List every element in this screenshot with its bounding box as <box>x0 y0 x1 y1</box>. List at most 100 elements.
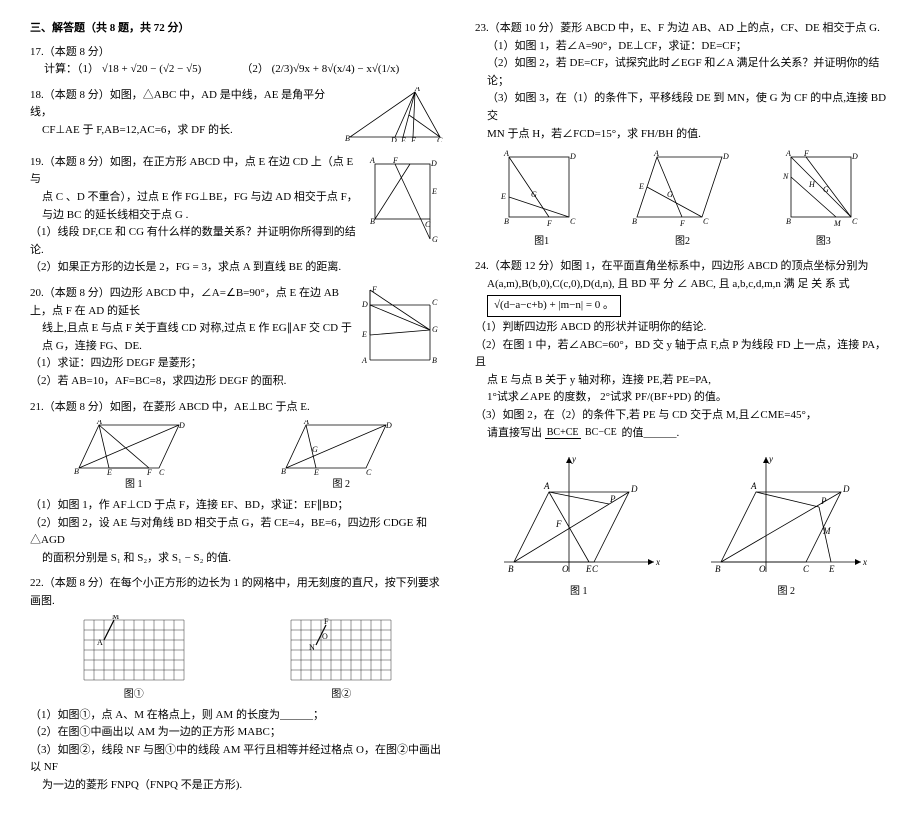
svg-text:F: F <box>546 219 552 228</box>
svg-text:F: F <box>324 617 329 626</box>
svg-text:B: B <box>632 217 637 226</box>
svg-text:C: C <box>852 217 858 226</box>
svg-text:B: B <box>281 467 286 475</box>
svg-text:C: C <box>592 564 599 574</box>
svg-text:A: A <box>303 420 309 426</box>
q24-s3b: 请直接写出 BC+CE BC−CE 的值______. <box>475 425 890 443</box>
svg-text:D: D <box>390 136 397 142</box>
svg-text:A: A <box>503 149 509 158</box>
svg-text:D: D <box>430 159 437 168</box>
q21-s2: （2）如图 2，设 AE 与对角线 BD 相交于点 G，若 CE=4，BE=6，… <box>30 515 445 550</box>
svg-text:F: F <box>803 149 809 158</box>
q24-s3b-frac-t: BC+CE <box>545 427 581 439</box>
svg-text:B: B <box>715 564 721 574</box>
q22-s3: （3）如图②，线段 NF 与图①中的线段 AM 平行且相等并经过格点 O，在图②… <box>30 742 445 777</box>
svg-text:D: D <box>722 152 729 161</box>
fig-label-23-2: 图2 <box>675 234 690 250</box>
svg-text:M: M <box>822 526 831 536</box>
svg-text:y: y <box>768 454 773 464</box>
svg-text:E: E <box>585 564 592 574</box>
q21-s2b: 的面积分别是 S₁ 和 S₂，求 S₁ − S₂ 的值. <box>30 550 445 568</box>
svg-text:B: B <box>786 217 791 226</box>
fig-label-21-2: 图 2 <box>333 477 351 493</box>
q23-head: 23.（本题 10 分）菱形 ABCD 中，E、F 为边 AB、AD 上的点，C… <box>475 20 890 38</box>
svg-text:x: x <box>655 557 660 567</box>
svg-text:B: B <box>345 134 350 142</box>
svg-text:D: D <box>385 421 392 430</box>
svg-text:E: E <box>638 182 644 191</box>
question-18: A B D E F C 18.（本题 8 分）如图，△ABC 中，AD 是中线，… <box>30 87 445 146</box>
q20-s2: （2）若 AB=10，AF=BC=8，求四边形 DEGF 的面积. <box>30 373 445 391</box>
svg-text:A: A <box>750 481 757 491</box>
svg-text:A: A <box>785 149 791 158</box>
svg-text:G: G <box>667 190 673 199</box>
svg-text:F: F <box>146 468 152 475</box>
svg-text:B: B <box>370 217 375 226</box>
svg-text:B: B <box>74 467 79 475</box>
q22-s2: （2）在图①中画出以 AM 为一边的正方形 MABC； <box>30 724 445 742</box>
svg-text:C: C <box>437 136 443 142</box>
svg-text:B: B <box>504 217 509 226</box>
fig-label-23-1: 图1 <box>534 234 549 250</box>
fig-q20: F D E A B G C <box>360 285 445 370</box>
svg-text:C: C <box>366 468 372 475</box>
svg-text:A: A <box>414 87 420 93</box>
svg-text:F: F <box>679 219 685 228</box>
svg-text:D: D <box>630 484 638 494</box>
svg-text:B: B <box>508 564 514 574</box>
fig-label-21-1: 图 1 <box>125 477 143 493</box>
svg-text:G: G <box>432 235 438 244</box>
q24-s3b-post: 的值______. <box>622 427 680 439</box>
question-22: 22.（本题 8 分）在每个小正方形的边长为 1 的网格中，用无刻度的直尺，按下… <box>30 575 445 794</box>
svg-text:G: G <box>312 445 318 454</box>
fig-label-24-1: 图 1 <box>570 584 588 600</box>
q22-s1: （1）如图①，点 A、M 在格点上，则 AM 的长度为______； <box>30 707 445 725</box>
svg-text:N: N <box>782 172 789 181</box>
svg-text:O: O <box>322 632 328 641</box>
svg-text:G: G <box>823 185 829 194</box>
q23-s1: （1）如图 1，若∠A=90°，DE⊥CF，求证：DE=CF； <box>475 38 890 56</box>
q19-s2: （2）如果正方形的边长是 2，FG = 3，求点 A 到直线 BE 的距离. <box>30 259 445 277</box>
svg-text:C: C <box>159 468 165 475</box>
svg-text:C: C <box>803 564 810 574</box>
svg-text:C: C <box>703 217 709 226</box>
fig-q23-2: AD BC EF G <box>632 147 732 232</box>
fig-q24-1: x y A D B C O E F P <box>494 452 664 582</box>
svg-text:C: C <box>425 220 431 229</box>
svg-text:C: C <box>570 217 576 226</box>
q24-s3b-frac-b: BC−CE <box>583 427 619 438</box>
q17-calc-1: 计算：（1） √18 + √20 − (√2 − √5) <box>44 61 201 79</box>
svg-text:E: E <box>431 187 437 196</box>
svg-text:C: C <box>432 298 438 307</box>
q23-s3: （3）如图 3，在（1）的条件下，平移线段 DE 到 MN，使 G 为 CF 的… <box>475 90 890 125</box>
q24-s3: （3）如图 2，在（2）的条件下,若 PE 与 CD 交于点 M,且∠CME=4… <box>475 407 890 425</box>
svg-text:x: x <box>862 557 867 567</box>
q24-s3b-frac: BC+CE BC−CE <box>545 428 619 438</box>
svg-text:P: P <box>820 496 827 506</box>
q24-s1: （1）判断四边形 ABCD 的形状并证明你的结论. <box>475 319 890 337</box>
q22-head: 22.（本题 8 分）在每个小正方形的边长为 1 的网格中，用无刻度的直尺，按下… <box>30 575 445 610</box>
q21-head: 21.（本题 8 分）如图，在菱形 ABCD 中，AE⊥BC 于点 E. <box>30 399 445 417</box>
svg-text:D: D <box>842 484 850 494</box>
svg-text:N: N <box>309 643 315 652</box>
question-19: A F D E B C G 19.（本题 8 分）如图，在正方形 ABCD 中，… <box>30 154 445 277</box>
svg-text:D: D <box>361 300 368 309</box>
q24-eq-box: √(d−a−c+b) + |m−n| = 0 。 <box>487 295 621 317</box>
fig-q24-2: x y A D B C O E P M <box>701 452 871 582</box>
q22-s3b: 为一边的菱形 FNPQ（FNPQ 不是正方形). <box>30 777 445 795</box>
svg-text:A: A <box>96 420 102 426</box>
svg-text:A: A <box>369 156 375 165</box>
question-21: 21.（本题 8 分）如图，在菱形 ABCD 中，AE⊥BC 于点 E. A D… <box>30 399 445 568</box>
svg-text:F: F <box>555 519 562 529</box>
svg-text:E: E <box>500 192 506 201</box>
q24-s2: （2）在图 1 中，若∠ABC=60°，BD 交 y 轴于点 F,点 P 为线段… <box>475 337 890 372</box>
svg-text:F: F <box>392 156 398 165</box>
svg-text:E: E <box>361 330 367 339</box>
question-24: 24.（本题 12 分）如图 1，在平面直角坐标系中，四边形 ABCD 的顶点坐… <box>475 258 890 600</box>
fig-label-24-2: 图 2 <box>778 584 796 600</box>
q24-l1: A(a,m),B(b,0),C(c,0),D(d,n), 且 BD 平 分 ∠ … <box>475 276 890 294</box>
q24-s2b: 点 E 与点 B 关于 y 轴对称，连接 PE,若 PE=PA, <box>475 372 890 390</box>
svg-text:A: A <box>543 481 550 491</box>
svg-text:F: F <box>410 136 416 142</box>
fig-q23-3: AD BC NF MH G <box>781 147 866 232</box>
